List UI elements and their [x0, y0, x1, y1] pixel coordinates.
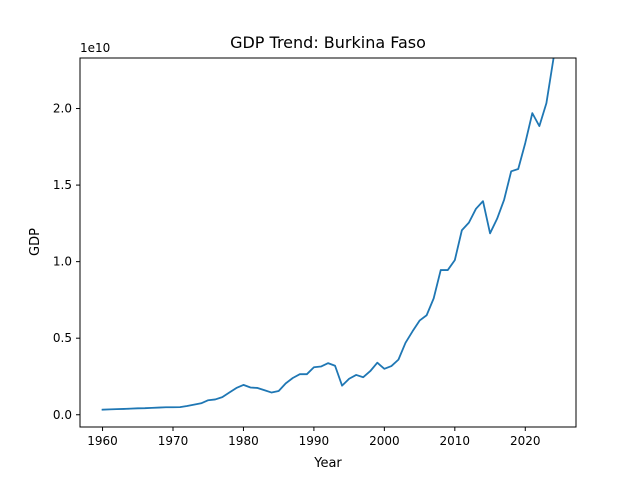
x-tick-label: 1970 — [158, 434, 189, 448]
y-tick-label: 0.0 — [53, 408, 72, 422]
x-tick-label: 2000 — [369, 434, 400, 448]
x-tick-label: 2020 — [510, 434, 541, 448]
x-tick-label: 1960 — [87, 434, 118, 448]
y-tick-label: 1.0 — [53, 255, 72, 269]
x-tick-label: 1980 — [228, 434, 259, 448]
x-axis-label: Year — [313, 456, 342, 471]
x-tick-label: 1990 — [299, 434, 330, 448]
y-axis-offset-label: 1e10 — [80, 41, 110, 55]
x-tick-label: 2010 — [440, 434, 471, 448]
plot-frame — [79, 57, 577, 428]
x-axis-ticks: 1960 1970 1980 1990 2000 2010 2020 — [87, 427, 541, 448]
chart-title: GDP Trend: Burkina Faso — [230, 33, 426, 52]
plot-area — [101, 57, 555, 411]
y-axis-ticks: 0.0 0.5 1.0 1.5 2.0 — [53, 102, 80, 422]
y-tick-label: 0.5 — [53, 331, 72, 345]
y-axis-label: GDP — [28, 228, 43, 256]
gdp-series-line — [101, 57, 555, 411]
y-tick-label: 1.5 — [53, 178, 72, 192]
y-tick-label: 2.0 — [53, 102, 72, 116]
